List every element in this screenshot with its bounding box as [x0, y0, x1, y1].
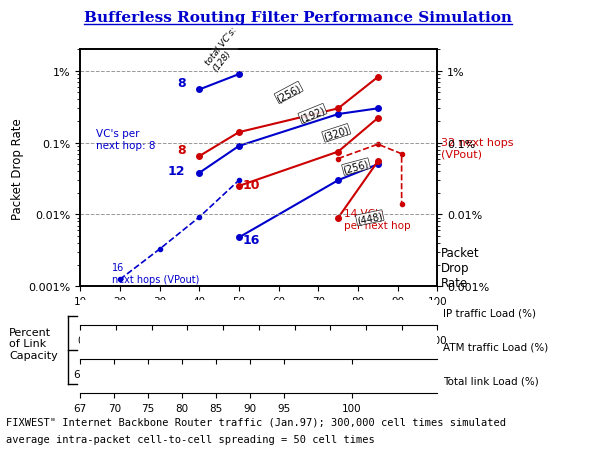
- Text: Total link Load (%): Total link Load (%): [443, 376, 538, 386]
- Y-axis label: Packet Drop Rate: Packet Drop Rate: [11, 117, 24, 219]
- Text: 14 VC's
per next hop: 14 VC's per next hop: [344, 209, 411, 230]
- Text: VC's per
next hop: 8: VC's per next hop: 8: [96, 129, 156, 150]
- Text: Percent
of Link
Capacity: Percent of Link Capacity: [9, 327, 58, 360]
- Text: 16: 16: [243, 233, 261, 247]
- Text: 16
next hops (VPout): 16 next hops (VPout): [112, 263, 199, 284]
- Text: ATM traffic Load (%): ATM traffic Load (%): [443, 342, 548, 352]
- Text: 12: 12: [168, 165, 186, 178]
- Text: IP traffic Load (%): IP traffic Load (%): [443, 308, 536, 318]
- Text: total VC's:
(128): total VC's: (128): [203, 25, 247, 74]
- Text: (448): (448): [356, 211, 384, 226]
- Text: (192): (192): [299, 105, 327, 124]
- Text: 32 next hops
(VPout): 32 next hops (VPout): [441, 137, 514, 159]
- Text: 8: 8: [177, 143, 186, 157]
- Text: FIXWEST" Internet Backbone Router traffic (Jan.97); 300,000 cell times simulated: FIXWEST" Internet Backbone Router traffi…: [6, 416, 506, 426]
- Text: 8: 8: [177, 76, 186, 90]
- Text: average intra-packet cell-to-cell spreading = 50 cell times: average intra-packet cell-to-cell spread…: [6, 435, 375, 445]
- Text: Bufferless Routing Filter Performance Simulation: Bufferless Routing Filter Performance Si…: [83, 11, 512, 25]
- Text: (320): (320): [322, 125, 350, 142]
- Text: (256): (256): [342, 159, 370, 176]
- Text: 10: 10: [243, 179, 261, 192]
- Text: Packet
Drop
Rate: Packet Drop Rate: [441, 247, 480, 290]
- Text: (256): (256): [275, 83, 303, 104]
